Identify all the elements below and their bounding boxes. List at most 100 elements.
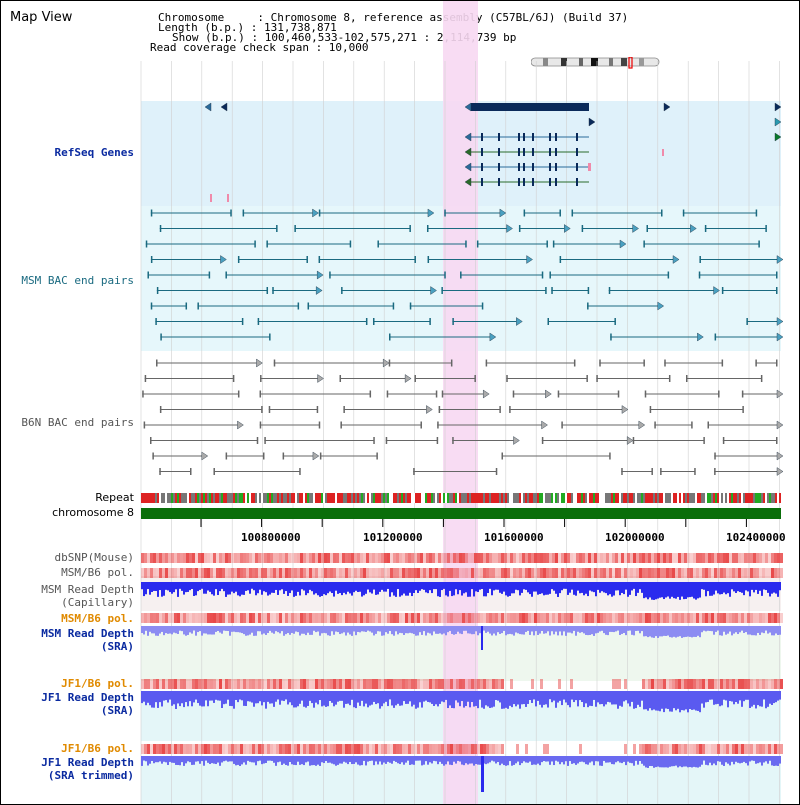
msm-bac-pair-arrow [776, 317, 784, 326]
dbsnp-cell [324, 553, 327, 563]
msm-b6-pol-cell [603, 568, 606, 578]
jf1-trim-depth-bar [229, 756, 231, 762]
repeat-segment [323, 493, 325, 503]
b6n-bac-pair-end [495, 468, 498, 475]
jf1-trim-depth-bar [211, 756, 213, 764]
msm-cap-depth-bar [387, 582, 389, 589]
msm-bac-pair-end [465, 240, 467, 248]
msm-sra-depth-bar [367, 626, 369, 631]
msm-b6-pol-cell [681, 613, 684, 623]
repeat-segment [417, 493, 419, 503]
msm-sra-depth-bar [345, 626, 347, 636]
repeat-segment [233, 493, 235, 503]
msm-b6-pol-cell [558, 568, 561, 578]
jf1-sra-depth-bar [499, 691, 501, 703]
msm-bac-pair-end [429, 318, 431, 325]
dbsnp-cell [147, 553, 150, 563]
repeat-segment [223, 493, 225, 503]
msm-cap-depth-bar [553, 582, 555, 591]
msm-bac-pair-end [237, 256, 240, 263]
repeat-segment [515, 493, 517, 503]
dbsnp-cell [219, 553, 222, 563]
dbsnp-cell [633, 553, 636, 563]
msm-b6-pol-cell [627, 568, 630, 578]
repeat-segment [713, 493, 715, 503]
jf1-sra-depth-bar [709, 691, 711, 700]
jf1-trim-depth-bar [249, 756, 251, 762]
jf1-b6-pol-cell [141, 744, 144, 754]
b6n-bac-pair-end [268, 406, 271, 413]
jf1-sra-depth-bar [669, 691, 671, 712]
msm-b6-pol-cell [504, 613, 507, 623]
msm-bac-pair-end [643, 240, 645, 248]
msm-sra-depth-bar [483, 626, 485, 631]
jf1-b6-pol-cell [246, 679, 249, 689]
exon [227, 194, 229, 202]
jf1-trim-depth-bar [775, 756, 777, 766]
b6n-bac-pair-end [299, 468, 301, 475]
b6n-bac-pair-arrow [638, 420, 646, 430]
jf1-sra-depth-bar [531, 691, 533, 703]
msm-cap-depth-bar [373, 582, 375, 590]
msm-b6-pol-cell [750, 568, 753, 578]
msm-b6-pol-cell [672, 568, 675, 578]
msm-b6-pol-cell [252, 613, 255, 623]
dbsnp-cell [342, 553, 345, 563]
msm-b6-pol-cell [276, 613, 279, 623]
msm-bac-pair-end [714, 333, 717, 341]
msm-sra-depth-bar [585, 626, 587, 635]
msm-cap-depth-bar [561, 582, 563, 591]
jf1-b6-pol-cell [153, 679, 156, 689]
msm-b6-pol-cell [675, 568, 678, 578]
b6n-bac-pair-end [509, 406, 511, 413]
msm-b6-pol-cell [147, 613, 150, 623]
repeat-segment [341, 493, 343, 503]
repeat-segment [321, 493, 323, 503]
msm-sra-depth-bar [305, 626, 307, 636]
jf1-trim-depth-bar [383, 756, 385, 763]
msm-sra-depth-bar [393, 626, 395, 636]
jf1-sra-depth-bar [243, 691, 245, 706]
repeat-segment [531, 493, 533, 503]
chromosome-ideogram[interactable] [530, 54, 661, 69]
jf1-sra-depth-bar [389, 691, 391, 700]
dbsnp-cell [186, 553, 189, 563]
jf1-b6-pol-cell [456, 744, 459, 754]
jf1-b6-pol-cell [294, 679, 297, 689]
jf1-trim-depth-bar [185, 756, 187, 764]
msm-b6-pol-cell [366, 613, 369, 623]
dbsnp-cell [180, 553, 183, 563]
repeat-segment [623, 493, 625, 503]
jf1-trim-depth-bar [153, 756, 155, 764]
repeat-segment [303, 493, 305, 503]
jf1-trim-depth-bar [595, 756, 597, 762]
jf1-sra-depth-bar [495, 691, 497, 701]
repeat-segment [579, 493, 581, 503]
dbsnp-cell [570, 553, 573, 563]
msm-sra-depth-bar [549, 626, 551, 636]
jf1-trim-depth-bar [165, 756, 167, 763]
strand-arrow [220, 102, 228, 112]
jf1-b6-pol-cell [240, 744, 243, 754]
msm-cap-depth-bar [141, 582, 143, 590]
jf1-sra-depth-bar [397, 691, 399, 704]
jf1-trim-depth-bar [617, 756, 619, 762]
jf1-sra-depth-bar [455, 691, 457, 701]
jf1-sra-depth-bar [565, 691, 567, 703]
msm-b6-pol-cell [711, 613, 714, 623]
jf1-b6-pol-cell [324, 744, 327, 754]
jf1-b6-pol-cell [750, 744, 753, 754]
dbsnp-cell [489, 553, 492, 563]
msm-cap-depth-bar [759, 582, 761, 591]
msm-cap-depth-bar [711, 582, 713, 596]
msm-sra-depth-bar [751, 626, 753, 636]
msm-b6-pol-cell [324, 613, 327, 623]
msm-b6-pol-cell [606, 613, 609, 623]
repeat-segment [403, 493, 405, 503]
msm-sra-depth-bar [341, 626, 343, 634]
repeat-segment [555, 493, 557, 503]
b6n-bac-pair-end [541, 437, 544, 444]
jf1-b6-pol-cell [735, 679, 738, 689]
msm-cap-depth-bar [753, 582, 755, 593]
